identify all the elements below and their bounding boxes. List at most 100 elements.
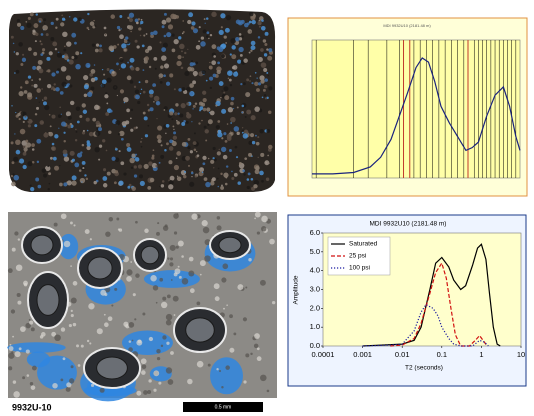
grain — [203, 98, 207, 102]
grain — [261, 26, 266, 31]
grain — [18, 238, 20, 240]
grain — [254, 82, 258, 86]
grain — [98, 127, 102, 131]
grain — [143, 91, 146, 94]
grain — [100, 388, 105, 393]
grain — [179, 44, 185, 50]
grain — [73, 281, 78, 286]
grain — [109, 45, 115, 51]
grain — [127, 147, 132, 152]
grain — [242, 127, 243, 128]
x-tick-label: 0.0001 — [312, 350, 335, 359]
grain — [231, 45, 235, 49]
grain — [155, 68, 157, 70]
scale-bar-label: 0.5 mm — [215, 404, 232, 410]
ooid-core — [31, 235, 53, 255]
grain — [230, 84, 232, 86]
grain — [77, 121, 80, 124]
grain — [192, 108, 193, 109]
grain — [231, 177, 234, 180]
grain — [202, 70, 206, 74]
grain — [130, 117, 132, 119]
grain — [242, 132, 244, 134]
grain — [163, 43, 168, 48]
grain — [39, 40, 41, 42]
grain — [119, 15, 122, 18]
grain — [203, 29, 207, 33]
grain — [211, 12, 216, 17]
grain — [168, 379, 174, 385]
grain — [107, 68, 110, 71]
grain — [221, 386, 223, 388]
grain — [220, 186, 224, 190]
grain — [243, 82, 246, 85]
grain — [34, 124, 37, 127]
grain — [176, 151, 181, 156]
grain — [226, 15, 231, 20]
grain — [214, 283, 220, 289]
grain — [169, 73, 173, 77]
grain — [167, 257, 169, 259]
grain — [206, 17, 209, 20]
grain — [195, 103, 197, 105]
grain — [234, 126, 239, 131]
grain — [90, 21, 95, 26]
grain — [237, 181, 241, 185]
grain — [124, 48, 127, 51]
grain — [13, 157, 18, 162]
grain — [227, 70, 233, 76]
grain — [250, 133, 254, 137]
grain — [235, 71, 237, 73]
grain — [119, 150, 121, 152]
grain — [177, 55, 181, 59]
grain — [62, 32, 67, 37]
legend-label: 25 psi — [349, 253, 366, 260]
grain — [138, 164, 142, 168]
grain — [206, 31, 209, 34]
grain — [51, 88, 53, 90]
grain — [142, 364, 147, 369]
grain — [204, 255, 210, 261]
grain — [58, 114, 62, 118]
grain — [227, 134, 232, 139]
grain — [221, 277, 226, 282]
grain — [46, 70, 47, 71]
grain — [28, 75, 31, 78]
grain — [17, 23, 21, 27]
grain — [149, 66, 151, 68]
grain — [235, 37, 239, 41]
x-axis-label: T2 (seconds) — [405, 365, 443, 372]
grain — [251, 178, 254, 181]
grain — [64, 241, 71, 248]
grain — [153, 101, 155, 103]
grain — [178, 240, 184, 246]
grain — [54, 334, 61, 341]
grain — [245, 92, 250, 97]
grain — [39, 69, 44, 74]
grain — [14, 51, 15, 52]
grain — [220, 97, 222, 99]
grain — [229, 79, 232, 82]
grain — [61, 213, 67, 219]
grain — [254, 217, 256, 219]
grain — [191, 21, 195, 25]
grain — [30, 120, 32, 122]
grain — [157, 357, 160, 360]
grain — [72, 175, 77, 180]
grain — [263, 68, 267, 72]
grain — [171, 279, 173, 281]
grain — [164, 35, 167, 38]
grain — [102, 176, 107, 181]
grain — [182, 142, 187, 147]
grain — [135, 40, 138, 43]
grain — [13, 175, 19, 181]
grain — [63, 150, 68, 155]
grain — [106, 150, 108, 152]
grain — [160, 155, 164, 159]
grain — [142, 44, 145, 47]
grain — [222, 263, 228, 269]
grain — [58, 128, 59, 129]
grain — [165, 133, 166, 134]
grain — [229, 314, 233, 318]
grain — [243, 317, 247, 321]
